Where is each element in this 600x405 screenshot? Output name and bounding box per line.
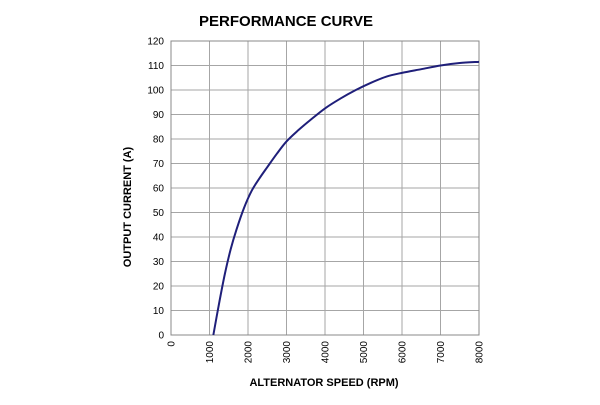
y-tick-label: 50 (153, 208, 165, 219)
y-tick-label: 0 (158, 331, 164, 342)
x-tick-label: 5000 (359, 341, 370, 364)
x-tick-label: 3000 (282, 341, 293, 364)
x-tick-label: 0 (167, 341, 178, 347)
y-axis-title: OUTPUT CURRENT (A) (122, 146, 134, 267)
y-tick-label: 100 (147, 86, 164, 97)
y-tick-label: 40 (153, 233, 165, 244)
y-tick-label: 110 (148, 61, 164, 72)
x-tick-label: 8000 (475, 341, 486, 364)
x-axis-ticks: 0 1000 2000 3000 4000 5000 6000 7000 8000 (167, 341, 486, 364)
x-tick-label: 1000 (205, 341, 216, 364)
y-tick-label: 120 (147, 37, 164, 48)
x-tick-label: 2000 (244, 341, 255, 364)
y-tick-label: 80 (153, 135, 165, 146)
x-tick-label: 6000 (398, 341, 409, 364)
y-tick-label: 90 (153, 110, 165, 121)
x-tick-label: 7000 (436, 341, 447, 364)
grid (170, 40, 480, 336)
y-tick-label: 20 (153, 282, 165, 293)
x-axis-title: ALTERNATOR SPEED (RPM) (249, 377, 398, 389)
chart-title: PERFORMANCE CURVE (199, 13, 373, 30)
x-tick-label: 4000 (321, 341, 332, 364)
y-tick-label: 30 (153, 257, 165, 268)
performance-curve-line (212, 60, 480, 336)
y-axis-ticks: 0 10 20 30 40 50 60 70 80 90 100 110 120 (147, 37, 164, 342)
y-tick-label: 70 (153, 159, 165, 170)
plot-frame (170, 40, 480, 336)
y-tick-label: 60 (153, 184, 165, 195)
y-tick-label: 10 (153, 306, 165, 317)
